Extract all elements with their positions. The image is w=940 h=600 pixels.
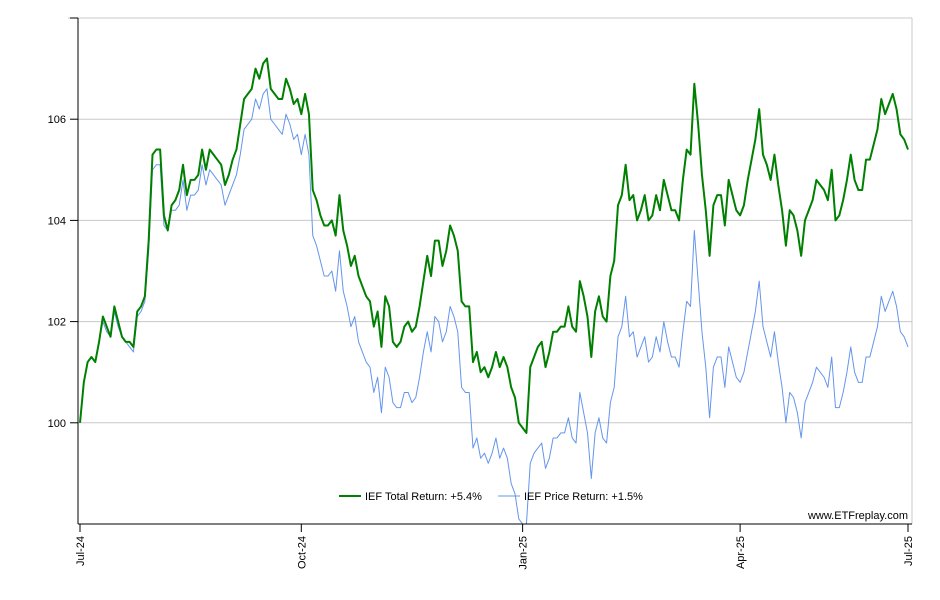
watermark-text: www.ETFreplay.com bbox=[807, 510, 908, 522]
x-tick-label: Apr-25 bbox=[735, 536, 747, 569]
total-return-line bbox=[79, 57, 909, 434]
gridlines bbox=[78, 118, 912, 424]
x-tick-label: Jan-25 bbox=[518, 536, 530, 570]
y-tick-label: 102 bbox=[48, 317, 66, 329]
x-tick-label: Jul-25 bbox=[903, 536, 915, 566]
legend-total-return-label: IEF Total Return: +5.4% bbox=[365, 491, 482, 503]
plot-frame bbox=[68, 17, 913, 524]
x-tick-label: Jul-24 bbox=[75, 536, 87, 566]
price-return-line bbox=[79, 88, 909, 525]
legend: IEF Total Return: +5.4% IEF Price Return:… bbox=[339, 491, 643, 503]
y-tick-label: 104 bbox=[48, 215, 66, 227]
x-axis-ticks: Jul-24 Oct-24 Jan-25 Apr-25 Jul-25 bbox=[75, 524, 915, 570]
series-lines bbox=[79, 57, 909, 525]
x-tick-label: Oct-24 bbox=[296, 536, 308, 569]
axes bbox=[77, 18, 912, 525]
y-axis-ticks: 100 102 104 106 bbox=[48, 17, 78, 430]
legend-price-return-label: IEF Price Return: +1.5% bbox=[524, 491, 643, 503]
y-tick-label: 100 bbox=[48, 418, 66, 430]
y-tick-label: 106 bbox=[48, 114, 66, 126]
